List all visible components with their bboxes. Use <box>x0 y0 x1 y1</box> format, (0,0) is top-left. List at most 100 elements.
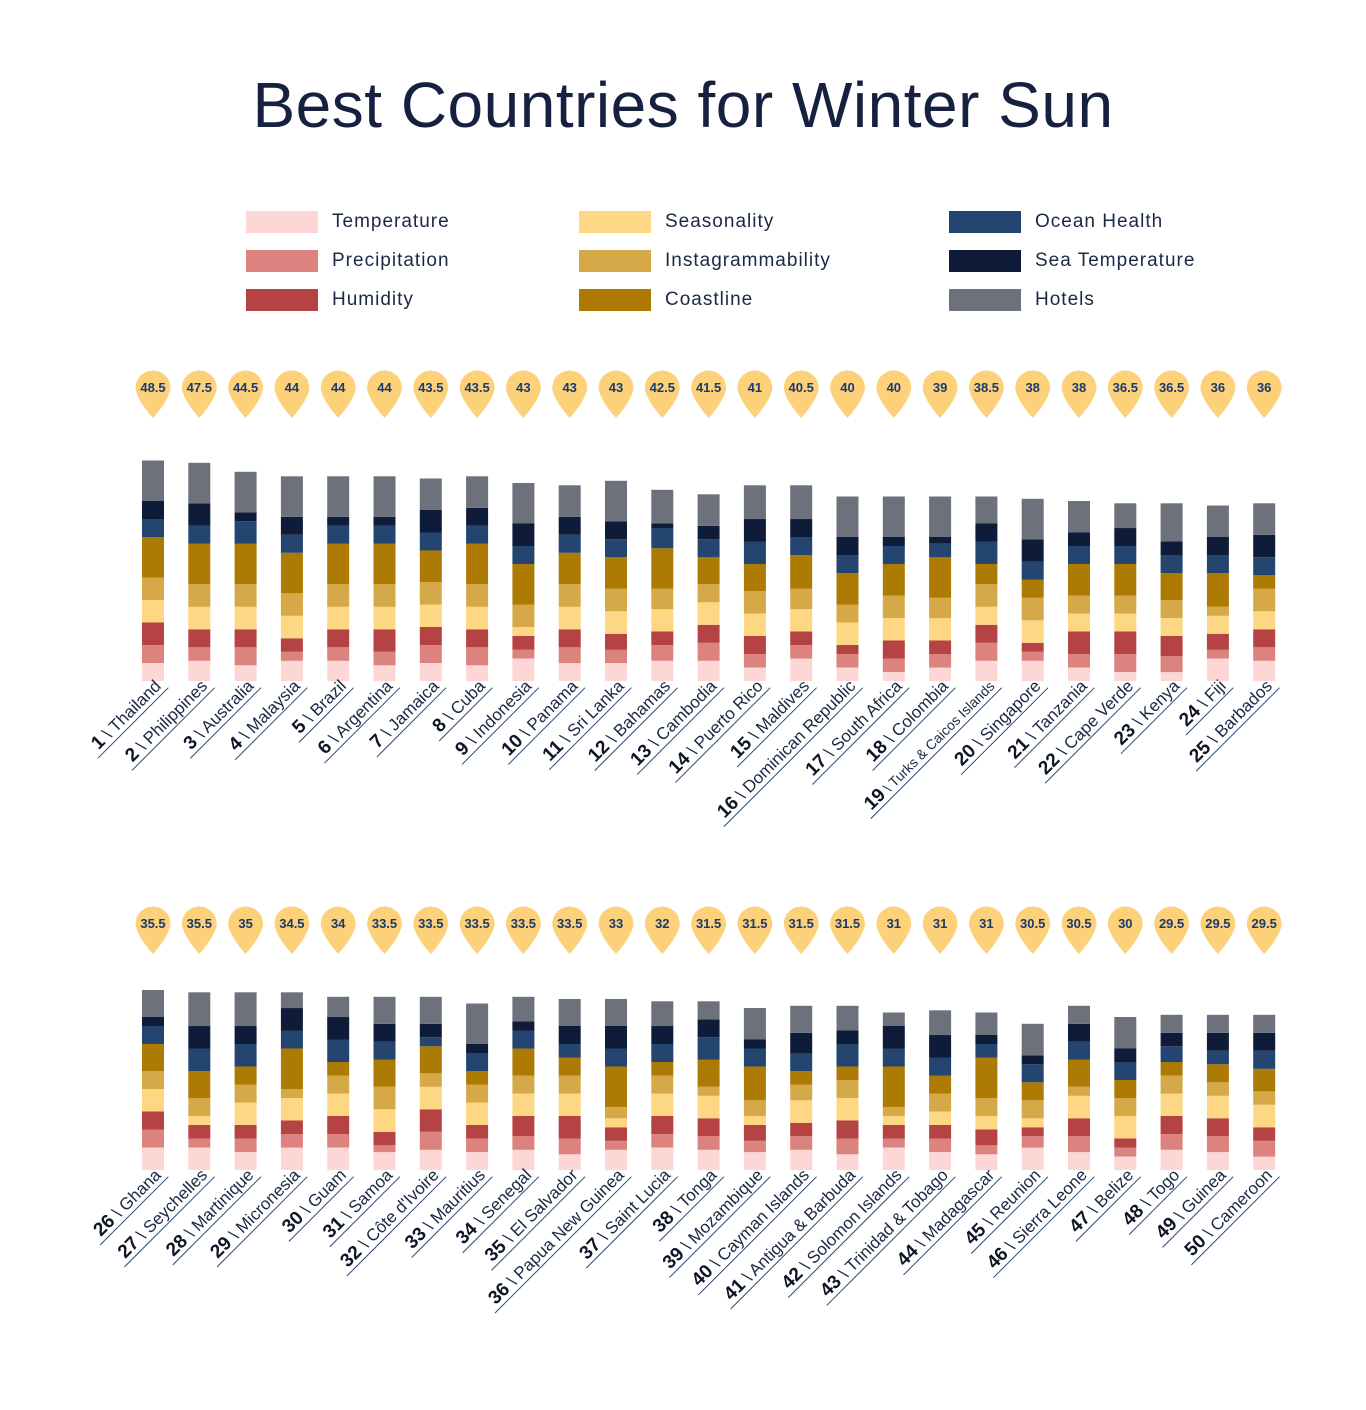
bar-segment <box>929 597 952 619</box>
bar-segment <box>466 476 489 508</box>
label-underline <box>1162 1176 1234 1248</box>
score-label: 29.5 <box>1252 916 1277 931</box>
label-underline <box>736 687 817 768</box>
bar-segment <box>188 1071 211 1098</box>
label-underline <box>903 1176 1003 1276</box>
chart-title: Best Countries for Winter Sun <box>252 69 1114 141</box>
bar-segment <box>327 584 350 607</box>
label-underline <box>872 687 956 771</box>
bar-segment <box>280 1147 303 1170</box>
bar-segment <box>512 1116 535 1137</box>
bar-segment <box>1206 1152 1229 1170</box>
bar-segment <box>836 573 859 605</box>
bar-segment <box>419 627 442 645</box>
bar-segment <box>1068 654 1090 668</box>
bar-segment <box>1068 1095 1090 1119</box>
bar-segment <box>836 1154 859 1171</box>
bar-segment <box>1253 534 1276 558</box>
bar-segment <box>651 631 674 645</box>
bar-segment <box>1206 1082 1229 1096</box>
bar-segment <box>142 1017 164 1026</box>
label-underline <box>124 1176 216 1268</box>
score-pin <box>320 906 356 954</box>
label-underline <box>730 1176 864 1310</box>
bar-segment <box>142 1071 164 1089</box>
bar-segment <box>1114 503 1137 529</box>
score-label: 33 <box>609 916 623 931</box>
bar-segment <box>697 1001 720 1020</box>
bar-segment <box>790 1122 813 1137</box>
bar-segment <box>466 665 489 682</box>
bar-segment <box>1160 1075 1183 1094</box>
score-label: 38 <box>1025 380 1039 395</box>
bar-segment <box>1068 1136 1090 1153</box>
bar-segment <box>1206 573 1229 607</box>
score-pin <box>691 906 727 954</box>
bar-segment <box>1206 1118 1229 1137</box>
bar-segment <box>512 636 535 650</box>
score-label: 36.5 <box>1113 380 1138 395</box>
bar-segment <box>975 1098 998 1116</box>
label-underline <box>507 687 586 765</box>
bar-segment <box>1068 1152 1090 1170</box>
bar-segment <box>1206 649 1229 659</box>
score-label: 47.5 <box>187 380 212 395</box>
label-underline <box>216 1176 308 1268</box>
bar-segment <box>882 537 905 546</box>
label-underline <box>99 1176 169 1246</box>
bar-segment <box>280 992 303 1009</box>
score-pin <box>737 906 773 954</box>
bar-segment <box>882 1048 905 1067</box>
label-underline <box>548 687 632 771</box>
bar-segment <box>836 537 859 555</box>
bar-segment <box>512 649 535 659</box>
score-label: 34.5 <box>279 916 304 931</box>
bar-segment <box>1206 1095 1229 1119</box>
bar-segment <box>605 1127 627 1141</box>
score-pin <box>552 370 588 418</box>
bar-segment <box>466 543 489 585</box>
bar-segment <box>1114 1116 1137 1139</box>
bar-segment <box>1253 660 1276 682</box>
bar-segment <box>1206 606 1229 616</box>
bar-segment <box>697 1086 720 1096</box>
bar-segment <box>605 539 627 558</box>
bar-segment <box>512 1030 535 1049</box>
score-label: 40 <box>840 380 854 395</box>
bar-segment <box>882 546 905 564</box>
bar-segment <box>1253 1127 1276 1141</box>
bar-segment <box>929 537 952 544</box>
bar-segment <box>1160 1062 1183 1076</box>
bar-segment <box>280 593 303 616</box>
bar-segment <box>1206 658 1229 681</box>
bar-segment <box>373 606 396 630</box>
bar-segment <box>651 489 674 524</box>
bar-segment <box>697 584 720 603</box>
bar-segment <box>1021 561 1044 580</box>
bar-segment <box>1068 1041 1090 1060</box>
bar-segment <box>1021 498 1044 540</box>
score-label: 35 <box>238 916 252 931</box>
label-underline <box>329 1176 401 1248</box>
bar-segment <box>234 629 257 648</box>
bar-segment <box>558 663 581 681</box>
bar-segment <box>466 606 489 630</box>
bar-segment <box>373 996 396 1024</box>
bar-segment <box>651 588 674 610</box>
bar-segment <box>1114 546 1137 564</box>
bar-segment <box>1160 555 1183 573</box>
score-pin <box>367 906 402 954</box>
score-pin <box>274 906 310 954</box>
bar-segment <box>1253 1140 1276 1157</box>
bar-segment <box>929 618 952 641</box>
bar-segment <box>1253 1104 1276 1128</box>
bar-segment <box>373 1041 396 1060</box>
label-underline <box>346 1176 447 1277</box>
label-underline <box>324 687 401 764</box>
bar-segment <box>1160 1149 1183 1171</box>
bar-segment <box>790 1136 813 1150</box>
bar-segment <box>558 1044 581 1058</box>
bar-segment <box>280 1098 303 1121</box>
bar-segment <box>466 1152 489 1170</box>
